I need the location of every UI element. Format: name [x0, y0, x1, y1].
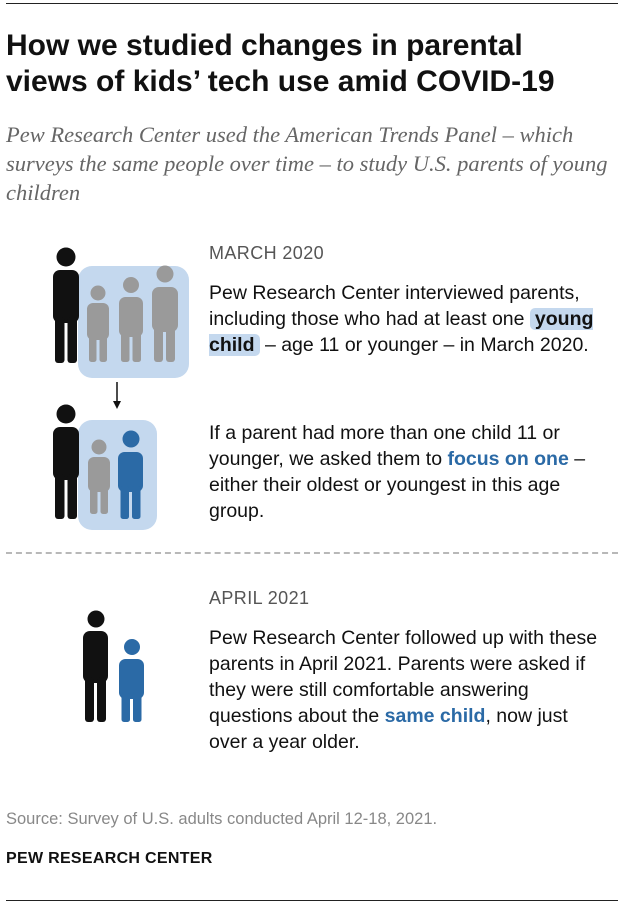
march-p1-text-after: – age 11 or younger – in March 2020. — [264, 334, 589, 356]
march-p2-text-after: – either their oldest or youngest in thi… — [209, 448, 586, 522]
child-figure-icon — [119, 277, 143, 362]
parent-figure-icon — [83, 610, 108, 722]
section-divider — [6, 552, 618, 554]
source-note: Source: Survey of U.S. adults conducted … — [6, 810, 438, 828]
same-child-text: same child — [384, 705, 486, 727]
march-paragraph-2: If a parent had more than one child 11 o… — [209, 420, 609, 524]
focus-child-figure-icon — [118, 430, 143, 519]
march-2020-label: MARCH 2020 — [209, 243, 325, 263]
parent-figure-icon — [53, 404, 79, 519]
family-icon-march-focus-child — [53, 404, 157, 530]
march-p2-text-before: If a parent had more than one child 11 o… — [209, 422, 560, 470]
focus-on-one-text: focus on one — [447, 448, 569, 470]
focus-child-figure-icon — [119, 639, 144, 722]
down-arrow-icon — [113, 382, 121, 409]
april-2021-label: APRIL 2021 — [209, 588, 310, 608]
family-icon-april — [83, 610, 144, 722]
march-paragraph-1: Pew Research Center interviewed parents,… — [209, 280, 609, 358]
page-title: How we studied changes in parental views… — [6, 29, 555, 98]
march-p1-text-before: Pew Research Center interviewed parents,… — [209, 282, 580, 330]
child-figure-icon — [87, 285, 109, 362]
april-paragraph: Pew Research Center followed up with the… — [209, 625, 609, 755]
april-text-after: , now just over a year older. — [209, 705, 568, 753]
top-rule — [6, 3, 618, 4]
page-subtitle: Pew Research Center used the American Tr… — [6, 122, 608, 205]
child-figure-icon — [152, 265, 178, 362]
organization-name: PEW RESEARCH CENTER — [6, 850, 213, 867]
child-figure-icon — [88, 439, 110, 514]
april-text-before: Pew Research Center followed up with the… — [209, 627, 598, 727]
bottom-rule — [6, 900, 618, 901]
parent-figure-icon — [53, 247, 79, 363]
family-icon-march-all-children — [53, 247, 189, 378]
